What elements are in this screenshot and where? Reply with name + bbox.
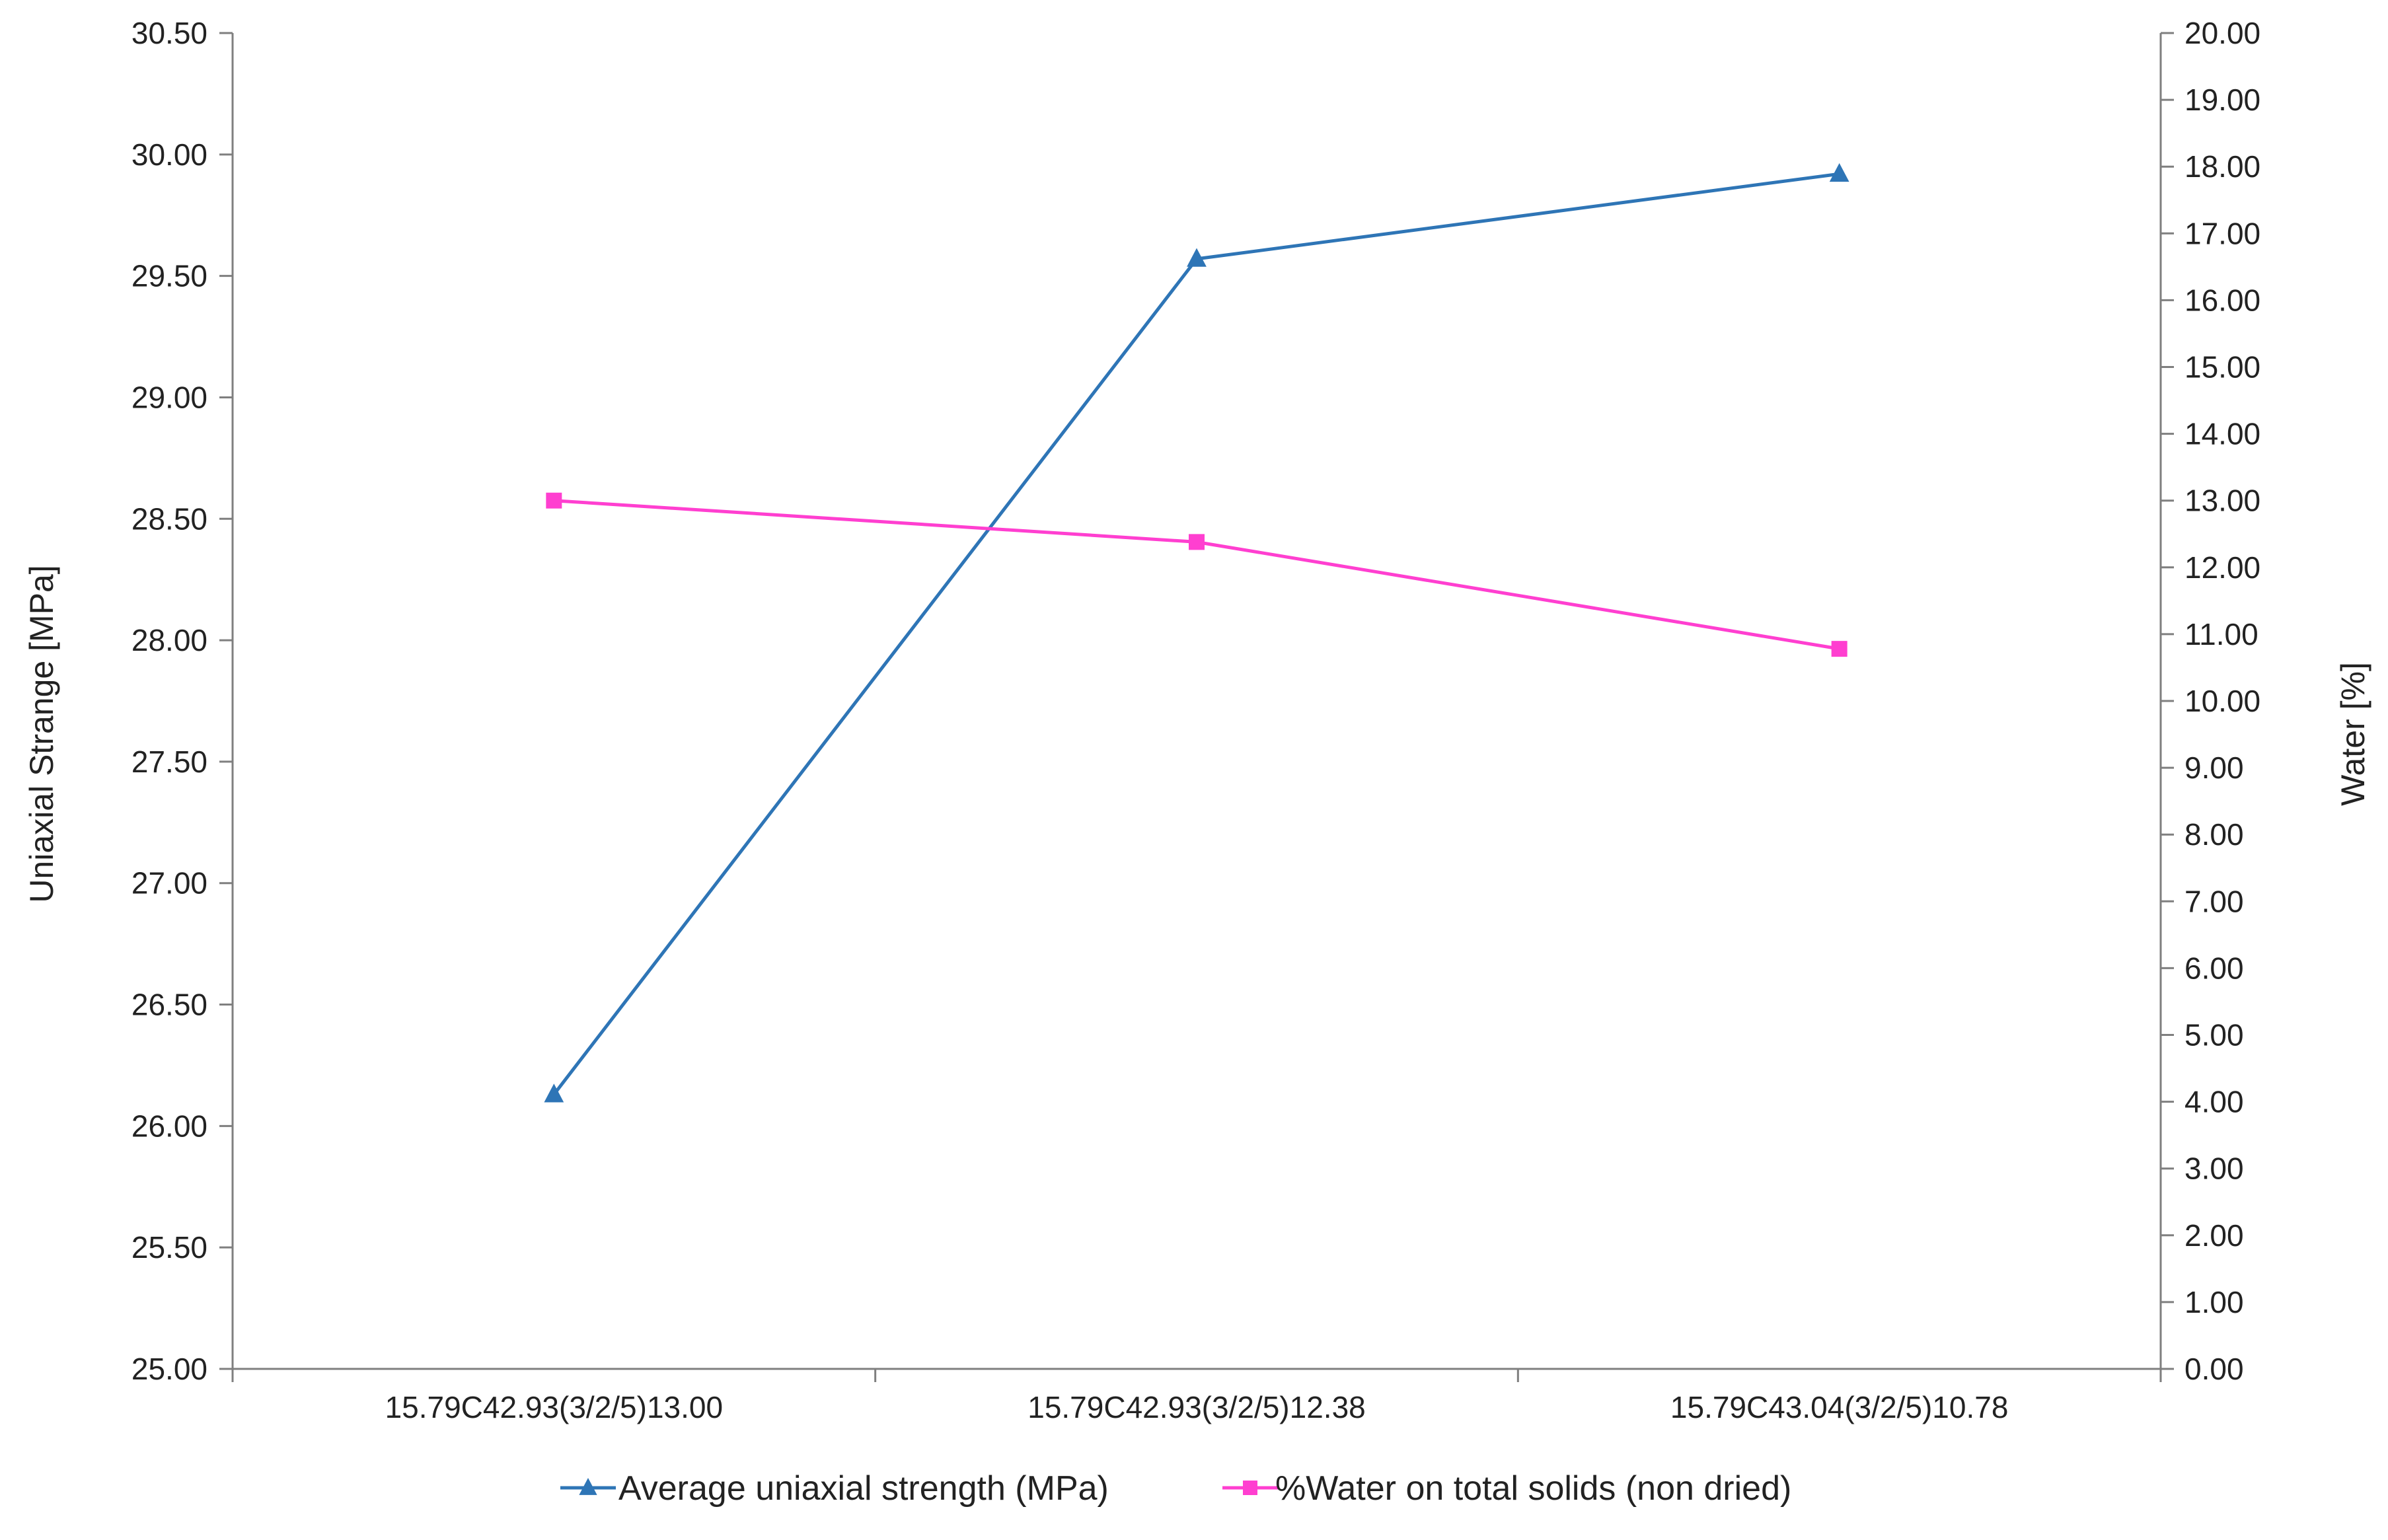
right-axis-tick-label: 3.00 — [2184, 1152, 2244, 1186]
right-axis-tick-label: 14.00 — [2184, 417, 2260, 451]
category-label: 15.79C42.93(3/2/5)13.00 — [385, 1390, 724, 1424]
right-axis-tick-label: 4.00 — [2184, 1085, 2244, 1119]
data-point-triangle — [1829, 163, 1849, 182]
right-axis-tick-label: 9.00 — [2184, 751, 2244, 785]
right-axis-title: Water [%] — [2334, 662, 2371, 806]
right-axis-tick-label: 16.00 — [2184, 283, 2260, 317]
data-point-triangle — [579, 1477, 597, 1495]
left-axis-tick-label: 30.50 — [131, 16, 207, 50]
legend: Average uniaxial strength (MPa) %Water on… — [560, 1469, 1791, 1508]
data-point-triangle — [1187, 248, 1207, 267]
right-axis-tick-label: 13.00 — [2184, 484, 2260, 518]
right-axis-tick-label: 5.00 — [2184, 1018, 2244, 1052]
series-line — [554, 499, 1840, 651]
series-line — [552, 172, 1840, 1096]
legend-label: Average uniaxial strength (MPa) — [618, 1469, 1109, 1508]
series-1 — [544, 163, 1849, 1103]
left-axis-tick-label: 27.00 — [131, 866, 207, 900]
left-axis-tick-label: 29.00 — [131, 380, 207, 414]
right-axis-tick-label: 20.00 — [2184, 16, 2260, 50]
left-axis-tick-label: 26.00 — [131, 1109, 207, 1143]
left-axis-tick-label: 26.50 — [131, 988, 207, 1022]
right-axis-tick-label: 11.00 — [2184, 617, 2258, 651]
left-axis-tick-label: 25.50 — [131, 1230, 207, 1265]
left-axis-tick-label: 28.00 — [131, 623, 207, 657]
right-axis-tick-label: 6.00 — [2184, 951, 2244, 985]
left-axis-tick-label: 30.00 — [131, 137, 207, 172]
right-axis-tick-label: 15.00 — [2184, 350, 2260, 385]
left-axis-tick-label: 25.00 — [131, 1352, 207, 1386]
left-axis-title: Uniaxial Strange [MPa] — [23, 565, 60, 902]
data-point-triangle — [544, 1083, 564, 1103]
right-axis-tick-label: 18.00 — [2184, 149, 2260, 184]
right-axis-tick-label: 2.00 — [2184, 1218, 2244, 1253]
category-labels: 15.79C42.93(3/2/5)13.00 15.79C42.93(3/2/5… — [385, 1390, 2009, 1424]
right-axis-tick-label: 17.00 — [2184, 216, 2260, 250]
left-axis-tick-label: 27.50 — [131, 745, 207, 779]
left-axis-tick-label: 29.50 — [131, 259, 207, 293]
right-axis-tick-label: 19.00 — [2184, 83, 2260, 117]
category-label: 15.79C42.93(3/2/5)12.38 — [1027, 1390, 1366, 1424]
left-axis-tick-label: 28.50 — [131, 501, 207, 536]
series-layer — [544, 163, 1849, 1103]
data-point-square — [1243, 1481, 1257, 1495]
series-2 — [546, 492, 1847, 657]
data-point-square — [546, 492, 562, 509]
right-axis-tick-label: 10.00 — [2184, 684, 2260, 718]
axes-layer — [231, 33, 2162, 1382]
category-label: 15.79C43.04(3/2/5)10.78 — [1670, 1390, 2009, 1424]
right-axis-tick-label: 7.00 — [2184, 884, 2244, 918]
right-axis-tick-label: 0.00 — [2184, 1352, 2244, 1386]
data-point-square — [1189, 534, 1205, 550]
left-axis-ticks: 25.00 25.50 26.00 26.50 27.00 27.50 28.00 28.50… — [131, 16, 233, 1386]
legend-item-1: Average uniaxial strength (MPa) — [560, 1469, 1109, 1508]
right-axis-tick-label: 8.00 — [2184, 817, 2244, 852]
legend-label: %Water on total solids (non dried) — [1275, 1469, 1791, 1508]
data-point-square — [1831, 641, 1847, 657]
right-axis-ticks: 0.00 1.00 2.00 3.00 4.00 5.00 6.00 7.00 8.00 9.00… — [2161, 16, 2260, 1386]
right-axis-tick-label: 1.00 — [2184, 1285, 2244, 1319]
legend-item-2: %Water on total solids (non dried) — [1222, 1469, 1791, 1508]
right-axis-tick-label: 12.00 — [2184, 550, 2260, 585]
